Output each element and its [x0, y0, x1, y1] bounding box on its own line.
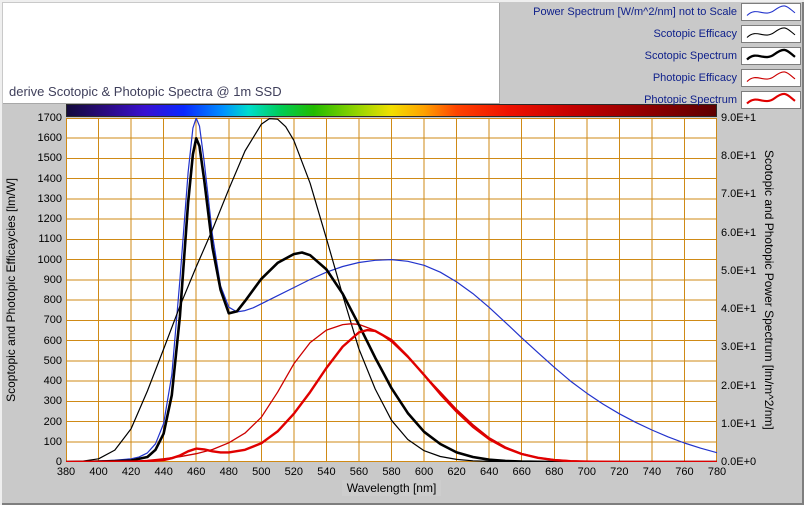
curve-4 [66, 328, 717, 462]
x-tick-label: 680 [545, 466, 564, 478]
x-tick-label: 400 [89, 466, 108, 478]
title-panel: derive Scotopic & Photopic Spectra @ 1m … [3, 3, 500, 104]
legend-line-sample-icon[interactable] [741, 69, 801, 87]
gridlines [66, 118, 717, 462]
x-tick-label: 500 [252, 466, 271, 478]
y-right-tick-label: 9.0E+1 [721, 112, 757, 124]
y-left-tick-label: 0 [55, 456, 62, 468]
legend-line-sample-icon[interactable] [741, 91, 801, 109]
y-left-tick-label: 200 [43, 415, 62, 428]
x-tick-label: 620 [447, 466, 466, 478]
y-right-tick-label: 8.0E+1 [721, 150, 757, 163]
x-axis-title: Wavelength [nm] [66, 480, 717, 496]
y-left-tick-label: 1400 [37, 172, 62, 185]
x-tick-label: 540 [317, 466, 336, 478]
curve-3 [66, 136, 717, 462]
y-right-tick-label: 6.0E+1 [721, 226, 757, 239]
curve-0 [66, 118, 717, 462]
y-left-tick-label: 800 [43, 294, 62, 307]
y-left-tick-label: 900 [43, 273, 62, 286]
legend-line-sample-icon[interactable] [741, 47, 801, 65]
legend-label: Photopic Efficacy [652, 72, 737, 84]
y-left-tick-label: 100 [43, 435, 62, 448]
x-tick-label: 780 [707, 466, 727, 478]
chart-canvas [66, 118, 717, 462]
curve-1 [66, 118, 717, 462]
x-tick-label: 660 [512, 466, 531, 478]
x-tick-label: 560 [349, 466, 369, 478]
plot-area[interactable] [66, 118, 717, 462]
y-right-tick-label: 4.0E+1 [721, 303, 757, 316]
y-right-tick-label: 1.0E+1 [721, 417, 757, 430]
y-left-tick-label: 1500 [37, 152, 62, 165]
legend-label: Scotopic Efficacy [653, 28, 737, 40]
y-left-tick-label: 1200 [37, 213, 62, 226]
x-tick-label: 460 [187, 466, 206, 478]
x-tick-label: 520 [284, 466, 304, 478]
legend-label: Power Spectrum [W/m^2/nm] not to Scale [533, 6, 737, 18]
y-left-tick-label: 600 [43, 334, 62, 347]
x-tick-label: 580 [382, 466, 401, 478]
page-title: derive Scotopic & Photopic Spectra @ 1m … [9, 84, 282, 99]
wavelength-color-scale-bar [66, 104, 717, 117]
y-left-tick-label: 1100 [38, 233, 62, 246]
y-left-tick-label: 500 [43, 354, 62, 367]
y-left-tick-label: 1000 [37, 253, 62, 266]
x-tick-label: 600 [414, 466, 434, 478]
x-tick-label: 440 [154, 466, 173, 478]
y-left-tick-label: 1700 [37, 112, 62, 124]
x-tick-label: 420 [121, 466, 141, 478]
x-tick-label: 720 [610, 466, 629, 478]
y-left-tick-label: 1600 [37, 132, 62, 145]
x-tick-label: 380 [56, 466, 76, 478]
y-left-tick-label: 300 [43, 395, 62, 408]
curve-layer [66, 118, 717, 462]
x-tick-label: 480 [219, 466, 238, 478]
legend-label: Scotopic Spectrum [644, 50, 737, 62]
x-tick-label: 700 [577, 466, 596, 478]
x-tick-label: 740 [642, 466, 662, 478]
x-tick-label: 760 [675, 466, 694, 478]
legend-label: Photopic Spectrum [644, 94, 737, 106]
y-right-tick-label: 3.0E+1 [721, 341, 757, 354]
y-left-tick-label: 400 [43, 375, 62, 388]
y-right-tick-label: 0.0E+0 [721, 456, 757, 468]
y-right-tick-label: 7.0E+1 [721, 188, 757, 201]
legend-line-sample-icon[interactable] [741, 25, 801, 43]
y-right-tick-label: 5.0E+1 [721, 264, 757, 277]
x-tick-label: 640 [479, 466, 499, 478]
legend-line-sample-icon[interactable] [741, 3, 801, 21]
y-left-tick-label: 700 [43, 314, 62, 327]
y-left-tick-label: 1300 [37, 192, 62, 205]
y-left-axis-title: Scoptopic and Photopic Efficaycies [lm/W… [4, 178, 18, 402]
y-right-axis-title: Scotopic and Photopic Power Spectrum [lm… [762, 150, 776, 430]
y-right-tick-label: 2.0E+1 [721, 379, 757, 392]
